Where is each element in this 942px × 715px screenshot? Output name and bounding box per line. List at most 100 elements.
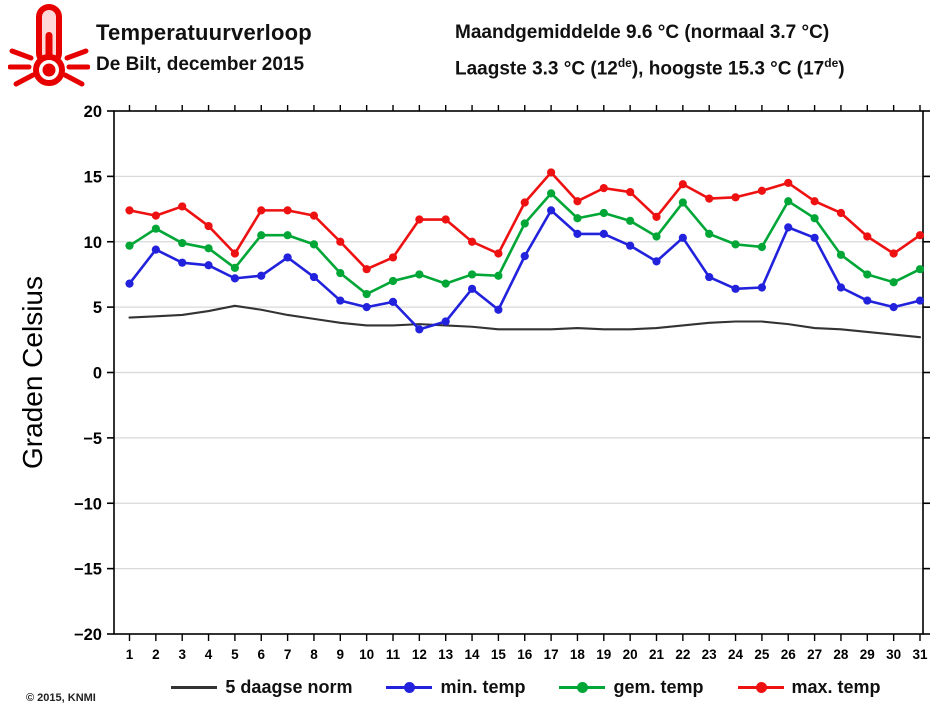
x-tick-label: 26 [781, 647, 797, 662]
chart-legend: 5 daagse norm min. temp gem. temp max. t… [110, 670, 942, 704]
data-point [863, 296, 872, 305]
data-point [151, 211, 160, 220]
data-point [678, 180, 687, 189]
x-tick-label: 30 [886, 647, 901, 662]
data-point [784, 223, 793, 232]
x-tick-label: 1 [126, 647, 134, 662]
legend-item-norm: 5 daagse norm [171, 677, 352, 698]
data-point [573, 229, 582, 239]
series-line--daagse-norm [128, 304, 922, 339]
x-tick-label: 29 [860, 647, 875, 662]
data-point [467, 237, 477, 246]
data-point [757, 283, 767, 292]
data-point [388, 253, 398, 262]
data-point [915, 296, 925, 305]
data-point [652, 257, 661, 266]
legend-label-max-temp: max. temp [791, 676, 881, 697]
x-tick-label: 9 [337, 647, 345, 662]
y-tick-label: −20 [74, 626, 102, 644]
data-point [336, 296, 345, 305]
data-point [362, 289, 371, 299]
x-tick-label: 4 [205, 647, 213, 662]
data-point [836, 283, 846, 292]
data-point [178, 238, 187, 248]
temperature-chart: 20 15 10 5 0 −5 −10 −15 −20 1 2 3 4 5 6 7 8 9 10 11 12 13 14 15… [0, 95, 942, 680]
data-point [494, 305, 503, 314]
data-point [705, 194, 714, 203]
data-point [652, 212, 661, 222]
data-point [863, 232, 872, 241]
copyright-notice: © 2015, KNMI [26, 692, 96, 704]
legend-label-min-temp: min. temp [440, 676, 526, 697]
data-point [599, 229, 608, 239]
x-tick-label: 28 [833, 647, 849, 662]
data-point [520, 252, 529, 261]
data-point [915, 231, 925, 240]
x-tick-label: 21 [649, 647, 665, 662]
data-point [520, 219, 529, 228]
data-point [705, 272, 714, 282]
x-tick-label: 7 [284, 647, 292, 662]
stats-monthly-mean: Maandgemiddelde 9.6 °C (normaal 3.7 °C) [455, 22, 830, 43]
x-tick-label: 12 [412, 647, 427, 662]
y-tick-label: −15 [74, 561, 102, 579]
data-point [230, 274, 239, 283]
data-point [547, 206, 556, 215]
data-point [836, 208, 846, 218]
stats-extremes: Laagste 3.3 °C (12de), hoogste 15.3 °C (… [455, 56, 845, 80]
data-point [889, 303, 898, 312]
data-point [125, 279, 134, 288]
data-point [151, 245, 160, 254]
legend-swatch-min-temp [386, 681, 433, 693]
data-point [257, 206, 266, 215]
x-tick-label: 5 [231, 647, 239, 662]
data-point [125, 241, 134, 250]
data-point [178, 258, 187, 267]
data-point [441, 215, 450, 224]
data-point [257, 271, 266, 280]
x-tick-label: 18 [570, 647, 586, 662]
data-point [889, 278, 898, 287]
data-point [626, 187, 635, 197]
x-tick-label: 25 [754, 647, 770, 662]
legend-item-max-temp: max. temp [737, 676, 881, 698]
legend-swatch-norm [171, 681, 218, 693]
data-point [467, 284, 477, 293]
data-point [626, 216, 635, 225]
data-point [125, 206, 134, 215]
y-tick-label: −10 [74, 495, 102, 513]
data-point [599, 184, 608, 193]
x-tick-label: 20 [623, 647, 638, 662]
data-point [810, 197, 819, 206]
data-point [204, 221, 213, 231]
data-point [441, 279, 450, 288]
data-point [362, 265, 371, 274]
data-point [441, 317, 450, 326]
data-point [731, 193, 740, 202]
data-point [204, 244, 213, 253]
data-point [784, 197, 793, 206]
data-point [573, 197, 582, 206]
data-point [705, 229, 714, 239]
data-point [415, 325, 424, 334]
x-tick-label: 15 [491, 647, 507, 662]
y-tick-label: 15 [84, 168, 102, 186]
x-tick-label: 22 [675, 647, 690, 662]
x-tick-label: 3 [178, 647, 186, 662]
data-point [283, 231, 292, 240]
series-line-gem-temp [128, 192, 922, 296]
data-point [230, 249, 239, 258]
data-point [889, 249, 898, 258]
x-tick-label: 19 [596, 647, 611, 662]
x-tick-label: 27 [807, 647, 822, 662]
y-tick-label: 0 [93, 365, 102, 383]
data-point [494, 271, 503, 280]
data-point [178, 202, 187, 211]
data-point [757, 242, 767, 252]
data-point [626, 241, 635, 250]
data-point [204, 261, 213, 270]
x-tick-label: 2 [152, 647, 160, 662]
data-point [836, 250, 846, 259]
x-tick-label: 31 [912, 647, 928, 662]
